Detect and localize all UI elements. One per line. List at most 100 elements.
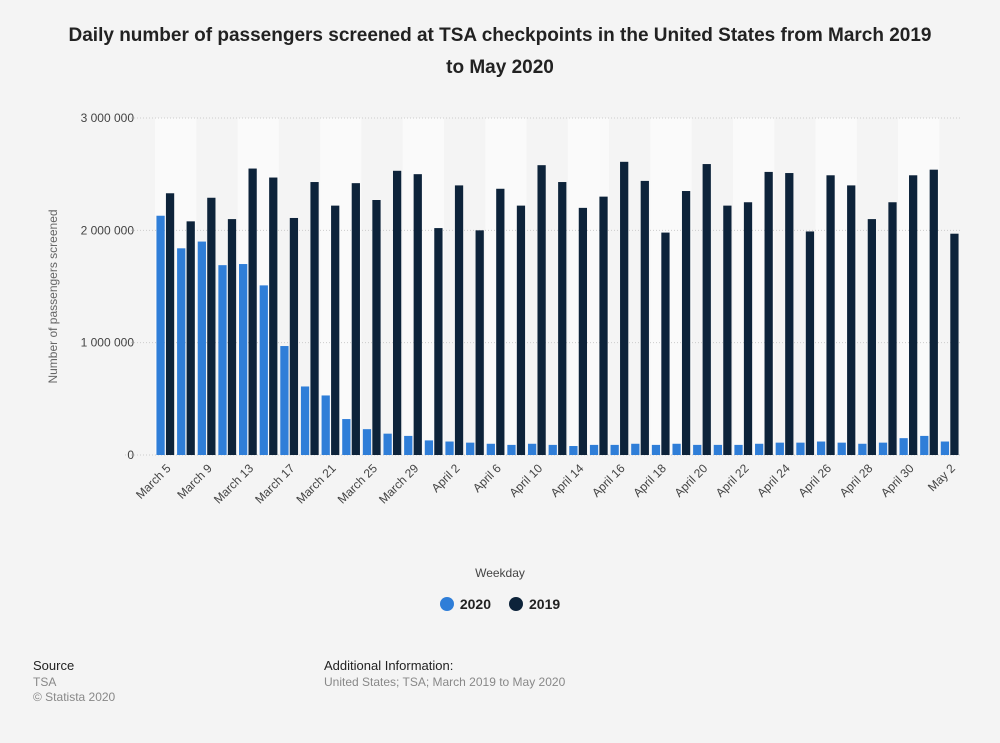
bar-2019 [888,202,897,455]
x-tick-label: April 30 [878,461,917,500]
bar-2019 [186,221,195,455]
legend-label-2020: 2020 [459,596,491,612]
y-axis-title: Number of passengers screened [46,209,60,383]
bar-2019 [620,161,629,455]
legend-item-2019[interactable]: 2019 [509,596,560,612]
x-tick-label: April 28 [837,461,876,500]
bar-2019 [681,191,691,455]
bar-2019 [847,185,856,455]
legend-marker-2020 [439,597,454,611]
bar-2019 [743,202,753,455]
y-tick-label: 0 [127,448,134,462]
bar-2019 [578,207,588,455]
bar-2019 [269,177,278,455]
x-tick-label: April 14 [548,461,587,500]
bar-2020 [259,285,268,455]
bar-2020 [796,442,805,455]
x-tick-label: April 22 [713,461,752,500]
bar-2020 [672,443,681,455]
y-tick-label: 2 000 000 [81,223,135,237]
bar-2020 [878,442,888,455]
x-tick-label: April 18 [630,461,669,500]
bar-2020 [610,444,619,455]
bar-2019 [248,168,257,456]
bar-2020 [280,346,289,455]
bar-2019 [310,182,319,455]
x-tick-label: March 5 [133,461,174,502]
x-tick-label: April 2 [429,461,463,495]
bar-2019 [227,219,237,455]
bar-2019 [950,233,959,455]
x-tick-label: April 20 [672,461,711,500]
bar-2020 [239,264,248,455]
x-axis-title: Weekday [475,566,525,580]
x-tick-label: March 21 [293,461,339,507]
additional-info-text: United States; TSA; March 2019 to May 20… [324,675,566,689]
bar-2019 [434,228,443,455]
bar-2020 [383,433,392,455]
bar-2020 [466,442,475,455]
additional-info-block: Additional Information: United States; T… [324,658,565,689]
bar-2019 [372,200,381,455]
bar-2019 [351,183,360,456]
bar-2020 [940,441,950,455]
y-tick-label: 1 000 000 [81,336,135,350]
source-line: TSA [33,675,57,689]
bar-2020 [858,443,867,455]
bar-2019 [207,197,216,456]
bar-2019 [764,171,773,456]
bar-2020 [569,446,578,455]
bar-2019 [496,188,505,455]
x-tick-label: April 26 [795,461,834,500]
bar-2019 [805,231,815,455]
x-tick-label: March 13 [211,461,257,507]
x-tick-label: April 10 [507,461,546,500]
x-tick-label: March 17 [252,461,298,507]
bar-2019 [785,173,794,455]
bar-2020 [775,442,784,455]
legend-item-2020[interactable]: 2020 [439,596,491,612]
bar-2020 [527,443,537,455]
bar-2019 [537,165,546,455]
bar-2020 [342,419,351,455]
bar-2020 [197,241,206,455]
bar-2019 [475,230,484,455]
legend-label-2019: 2019 [529,596,561,612]
bar-2019 [331,205,340,455]
source-heading: Source [33,658,75,673]
bar-2020 [631,443,640,455]
legend-marker-2019 [509,597,523,611]
bar-2020 [507,444,516,455]
additional-info-heading: Additional Information: [324,658,454,673]
bar-2019 [867,219,876,455]
copyright-line: © Statista 2020 [33,690,116,704]
bar-2020 [816,441,826,455]
bar-2019 [909,175,918,456]
x-tick-label: April 6 [470,461,504,495]
bar-2020 [218,265,227,455]
x-tick-label: April 16 [589,461,628,500]
bar-2020 [837,442,846,455]
bar-2020 [651,444,661,455]
x-tick-label: April 24 [754,461,793,500]
x-tick-label: May 2 [925,461,958,494]
bar-2020 [755,443,764,455]
y-tick-label: 3 000 000 [81,111,135,125]
bar-2019 [640,180,649,455]
bar-2019 [599,196,608,455]
legend: 2020 2019 [0,596,1000,612]
bar-2020 [445,441,454,455]
bar-2019 [413,174,422,455]
x-tick-label: March 29 [376,461,422,507]
bar-2019 [929,169,938,455]
bar-2019 [661,232,670,455]
bar-2020 [424,440,434,455]
bar-2019 [165,193,175,455]
bar-2019 [516,205,526,455]
bar-2019 [558,182,567,455]
bar-2020 [362,429,372,455]
bar-2020 [589,444,599,455]
bar-2020 [693,444,702,455]
bar-2019 [723,205,732,455]
